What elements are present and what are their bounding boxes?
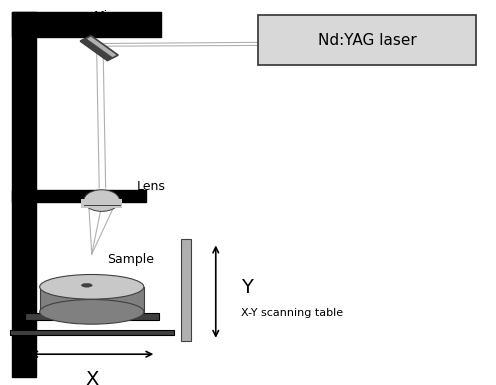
Bar [40, 287, 144, 312]
Polygon shape [80, 36, 118, 60]
Text: Mirror: Mirror [94, 10, 131, 23]
Bar [25, 313, 159, 320]
Ellipse shape [40, 300, 144, 324]
Bar [10, 330, 174, 335]
Ellipse shape [84, 190, 120, 211]
Bar [181, 239, 191, 341]
Bar [84, 201, 120, 206]
Polygon shape [80, 38, 113, 60]
Text: Nd:YAG laser: Nd:YAG laser [317, 33, 417, 48]
Text: X-Y scanning table: X-Y scanning table [241, 308, 343, 318]
Text: Sample: Sample [107, 253, 154, 266]
FancyBboxPatch shape [258, 15, 476, 65]
Text: X: X [85, 370, 98, 385]
Bar [81, 199, 122, 208]
Text: Lens: Lens [136, 180, 165, 193]
Bar [12, 190, 146, 202]
Text: Y: Y [241, 278, 252, 297]
Ellipse shape [40, 275, 144, 299]
Ellipse shape [81, 283, 92, 287]
Bar [12, 12, 161, 37]
Bar [12, 12, 36, 377]
